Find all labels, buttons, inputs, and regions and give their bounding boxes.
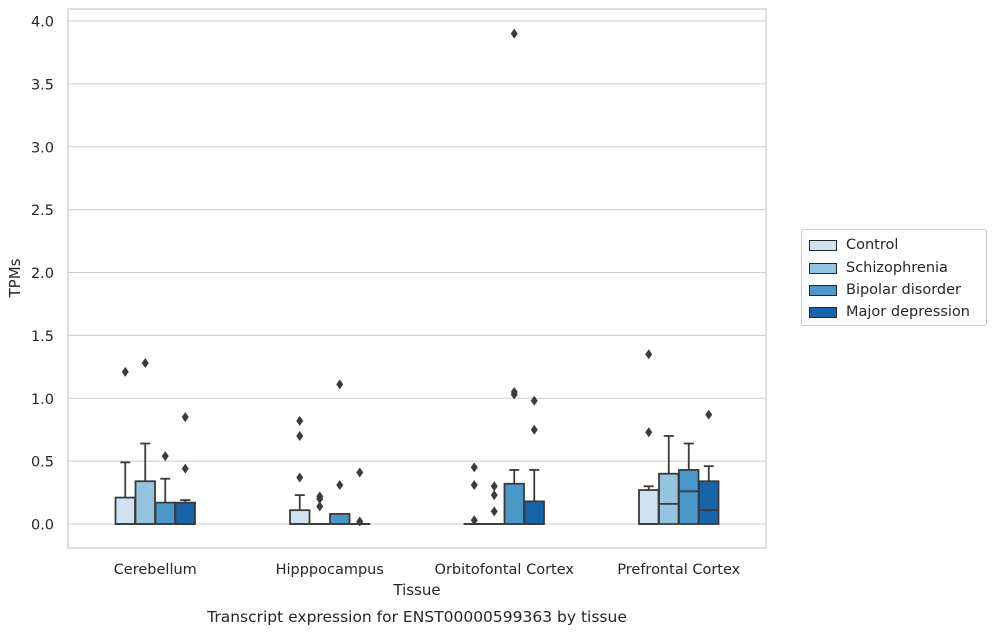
outlier-point bbox=[296, 431, 303, 441]
box-bipolar-disorder-1 bbox=[330, 379, 350, 524]
box-major-depression-2 bbox=[525, 396, 545, 524]
box bbox=[136, 481, 156, 524]
box-bipolar-disorder-3 bbox=[679, 444, 699, 524]
box-major-depression-0 bbox=[176, 412, 196, 524]
x-tick-label: Prefrontal Cortex bbox=[617, 562, 740, 578]
legend-swatch-control bbox=[809, 240, 837, 251]
box-control-0 bbox=[116, 367, 136, 524]
legend-swatch-schizophrenia bbox=[809, 263, 837, 274]
x-tick-labels: Cerebellum Hipppocampus Orbitofontal Corte… bbox=[114, 562, 741, 578]
box-schizophrenia-0 bbox=[136, 358, 156, 524]
legend-item-major-depression: Major depression bbox=[809, 302, 970, 322]
box-control-2 bbox=[465, 462, 485, 525]
box bbox=[330, 514, 350, 524]
outlier-point bbox=[336, 480, 343, 490]
outlier-point bbox=[182, 464, 189, 474]
box-schizophrenia-2 bbox=[485, 481, 505, 524]
outlier-point bbox=[531, 396, 538, 406]
legend-label-control: Control bbox=[846, 237, 898, 253]
outlier-point bbox=[182, 412, 189, 422]
box bbox=[679, 470, 699, 524]
box-control-1 bbox=[290, 416, 310, 524]
outlier-point bbox=[531, 425, 538, 435]
y-tick-label: 2.5 bbox=[31, 203, 54, 219]
outlier-point bbox=[645, 349, 652, 359]
y-tick-label: 3.5 bbox=[31, 77, 54, 93]
box-schizophrenia-3 bbox=[659, 436, 679, 524]
legend-item-bipolar-disorder: Bipolar disorder bbox=[809, 280, 961, 300]
legend-item-schizophrenia: Schizophrenia bbox=[809, 258, 948, 278]
legend-swatch-bipolar-disorder bbox=[809, 285, 837, 296]
y-tick-label: 2.0 bbox=[31, 266, 54, 282]
box bbox=[699, 481, 719, 524]
outlier-point bbox=[122, 367, 129, 377]
x-tick-label: Hipppocampus bbox=[276, 562, 384, 578]
legend-label-bipolar-disorder: Bipolar disorder bbox=[846, 282, 961, 298]
legend: Control Schizophrenia Bipolar disorder M… bbox=[801, 229, 987, 326]
legend-label-major-depression: Major depression bbox=[846, 304, 970, 320]
outlier-point bbox=[356, 516, 363, 526]
outlier-point bbox=[296, 472, 303, 482]
y-axis-label: TPMs bbox=[6, 258, 24, 298]
box-schizophrenia-1 bbox=[310, 491, 330, 524]
outlier-point bbox=[491, 490, 498, 500]
y-tick-label: 1.5 bbox=[31, 329, 54, 345]
outlier-point bbox=[645, 427, 652, 437]
outlier-point bbox=[142, 358, 149, 368]
box bbox=[290, 510, 310, 524]
outlier-point bbox=[471, 462, 478, 472]
y-tick-label: 0.5 bbox=[31, 455, 54, 471]
box-major-depression-3 bbox=[699, 410, 719, 524]
outlier-point bbox=[491, 506, 498, 516]
outlier-point bbox=[162, 451, 169, 461]
y-tick-label: 1.0 bbox=[31, 392, 54, 408]
outlier-point bbox=[356, 467, 363, 477]
outlier-point bbox=[296, 416, 303, 426]
box bbox=[156, 503, 176, 524]
y-tick-label: 4.0 bbox=[31, 15, 54, 31]
box-bipolar-disorder-0 bbox=[156, 451, 176, 524]
box-bipolar-disorder-2 bbox=[505, 29, 525, 524]
chart-title: Transcript expression for ENST0000059936… bbox=[206, 608, 627, 626]
outlier-point bbox=[471, 480, 478, 490]
box-major-depression-1 bbox=[350, 467, 370, 526]
outlier-point bbox=[511, 29, 518, 39]
box bbox=[505, 484, 525, 524]
plot-frame bbox=[68, 9, 766, 548]
outlier-point bbox=[705, 410, 712, 420]
box-control-3 bbox=[639, 349, 659, 524]
legend-item-control: Control bbox=[809, 235, 898, 255]
box bbox=[525, 501, 545, 524]
outlier-point bbox=[491, 481, 498, 491]
box bbox=[659, 474, 679, 524]
box bbox=[176, 503, 196, 524]
box bbox=[639, 490, 659, 524]
y-tick-labels: 0.0 0.5 1.0 1.5 2.0 2.5 3.0 3.5 4.0 bbox=[31, 15, 54, 534]
legend-swatch-major-depression bbox=[809, 307, 837, 318]
x-tick-label: Orbitofontal Cortex bbox=[435, 562, 575, 578]
y-gridlines bbox=[68, 21, 766, 524]
y-tick-label: 0.0 bbox=[31, 518, 54, 534]
box-plots bbox=[116, 29, 719, 527]
y-tick-label: 3.0 bbox=[31, 140, 54, 156]
box bbox=[116, 498, 136, 524]
x-axis-label: Tissue bbox=[392, 581, 440, 599]
x-tick-label: Cerebellum bbox=[114, 562, 197, 578]
legend-label-schizophrenia: Schizophrenia bbox=[846, 260, 948, 276]
outlier-point bbox=[336, 379, 343, 389]
